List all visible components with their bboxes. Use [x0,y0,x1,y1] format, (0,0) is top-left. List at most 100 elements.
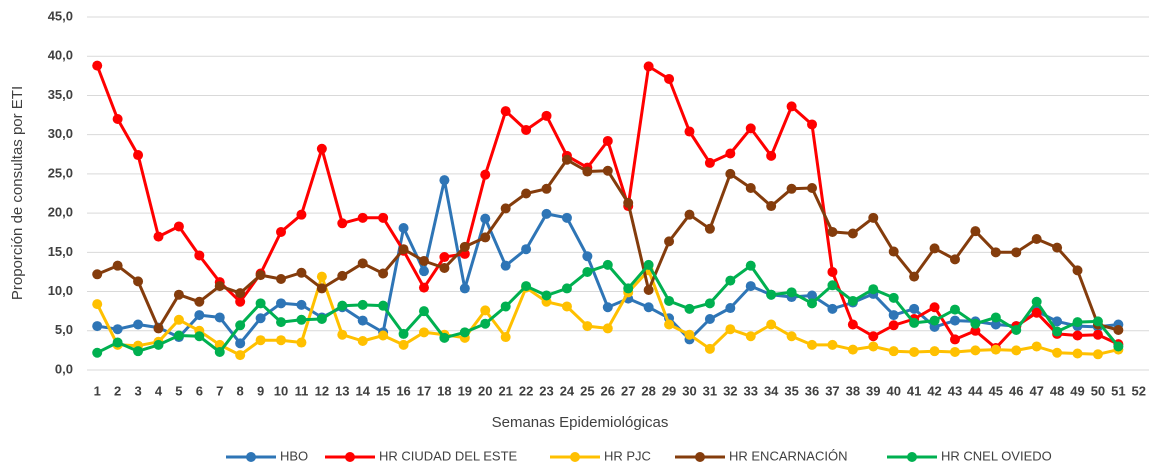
data-point [1072,330,1083,341]
data-point [684,303,695,314]
data-point [133,276,144,287]
data-point [602,259,613,270]
data-point [847,295,858,306]
data-point [582,251,593,262]
data-point [357,315,368,326]
x-tick-label: 26 [601,383,615,398]
data-point [664,73,675,84]
x-tick-label: 41 [907,383,921,398]
data-point [623,283,634,294]
data-point [296,267,307,278]
data-point [807,339,818,350]
data-point [133,150,144,161]
data-point [786,287,797,298]
legend-label: HR CIUDAD DEL ESTE [379,448,518,463]
legend-marker [907,452,917,462]
data-point [92,269,103,280]
data-point [970,345,981,356]
data-point [643,302,654,313]
data-point [725,148,736,159]
data-point [480,232,491,243]
data-point [276,226,287,237]
x-tick-label: 51 [1111,383,1125,398]
data-point [276,274,287,285]
data-point [643,61,654,72]
data-point [255,298,266,309]
x-tick-label: 11 [295,383,309,398]
y-tick-label: 5,0 [55,322,73,337]
x-tick-label: 20 [478,383,492,398]
data-point [521,124,532,135]
data-point [541,183,552,194]
data-point [255,313,266,324]
data-point [214,281,225,292]
data-point [1031,341,1042,352]
data-point [561,283,572,294]
data-point [745,331,756,342]
data-point [949,346,960,357]
data-point [827,339,838,350]
data-point [664,295,675,306]
data-point [888,292,899,303]
data-point [418,255,429,266]
x-tick-label: 52 [1132,383,1146,398]
data-point [1052,347,1063,358]
x-tick-label: 44 [968,383,983,398]
data-point [378,300,389,311]
x-tick-label: 1 [94,383,101,398]
data-point [276,317,287,328]
x-tick-label: 29 [662,383,676,398]
data-point [1011,247,1022,258]
data-point [684,209,695,220]
data-point [541,290,552,301]
x-tick-label: 8 [237,383,244,398]
x-tick-label: 7 [216,383,223,398]
data-point [745,281,756,292]
y-tick-label: 30,0 [48,126,73,141]
data-point [337,300,348,311]
data-point [929,346,940,357]
x-tick-label: 3 [134,383,141,398]
data-point [235,350,246,361]
x-tick-label: 38 [846,383,860,398]
x-tick-label: 17 [417,383,431,398]
data-point [745,123,756,134]
data-point [561,212,572,223]
data-point [949,315,960,326]
x-tick-label: 32 [723,383,737,398]
data-point [745,260,756,271]
y-tick-label: 20,0 [48,205,73,220]
y-tick-label: 15,0 [48,244,73,259]
data-point [868,341,879,352]
data-point [1031,307,1042,318]
x-tick-label: 42 [927,383,941,398]
data-point [541,208,552,219]
data-point [378,268,389,279]
y-axis-title: Proporción de consultas por ETI [9,86,26,300]
data-point [194,250,205,261]
data-point [827,280,838,291]
data-point [153,339,164,350]
data-point [1072,348,1083,359]
data-point [847,319,858,330]
data-point [398,244,409,255]
data-point [439,252,450,263]
data-point [929,315,940,326]
data-point [602,165,613,176]
data-point [439,175,450,186]
data-point [500,260,511,271]
x-tick-label: 40 [886,383,900,398]
data-point [521,244,532,255]
x-tick-label: 18 [437,383,451,398]
y-tick-label: 25,0 [48,165,73,180]
data-point [1011,345,1022,356]
data-point [276,298,287,309]
legend-label: HR CNEL OVIEDO [941,448,1052,463]
data-point [704,157,715,168]
data-point [112,260,123,271]
data-point [316,283,327,294]
x-tick-label: 13 [335,383,349,398]
data-point [1052,316,1063,327]
x-tick-label: 45 [989,383,1003,398]
data-point [868,284,879,295]
